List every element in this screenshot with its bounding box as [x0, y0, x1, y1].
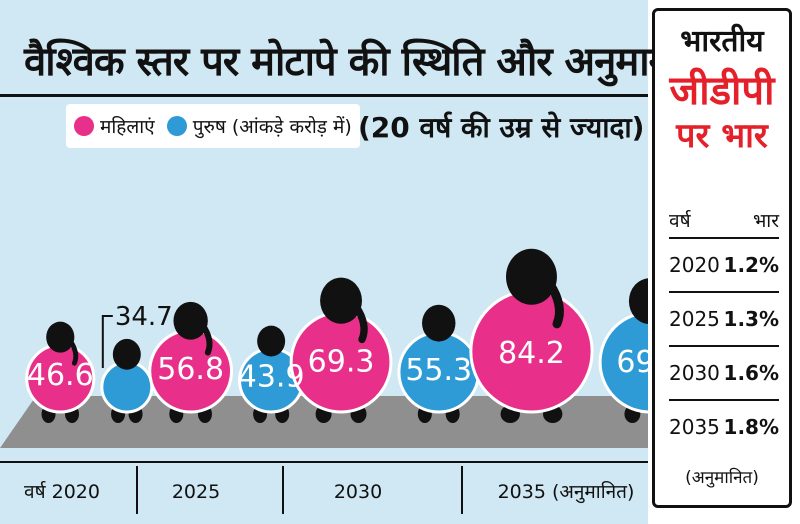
data-label: 34.7 [115, 302, 173, 332]
hair-tail [352, 302, 368, 344]
gdp-row-year: 2030 [669, 361, 720, 385]
label-leader [101, 315, 113, 369]
gdp-footnote: (अनुमानित) [685, 468, 759, 488]
gdp-row-2035: 2035 1.8% [669, 399, 779, 453]
data-label: 84.2 [498, 336, 565, 371]
head [173, 301, 208, 340]
head [46, 321, 75, 353]
gdp-title-line2: जीडीपी [669, 68, 775, 114]
man-figure [397, 304, 481, 423]
gdp-burden-panel: भारतीय जीडीपी पर भार वर्ष भार 2020 1.2% … [652, 8, 792, 508]
gdp-table-header: वर्ष भार [669, 207, 779, 233]
category-label: 2030 [334, 481, 382, 503]
man-figure [598, 278, 648, 423]
head [320, 277, 362, 324]
data-label: 69.3 [308, 345, 375, 380]
data-label: 56.8 [157, 352, 224, 387]
woman-figure [469, 248, 594, 423]
woman-figure [25, 321, 96, 423]
gdp-title-line1: भारतीय [680, 24, 764, 59]
gdp-row-2025: 2025 1.3% [669, 291, 779, 345]
hair-tail [544, 278, 564, 329]
obesity-chart: 46.6 34.7 वर्ष 2020 56.8 43.9 2025 69.3 55.3 203… [0, 248, 648, 514]
gdp-row-2020: 2020 1.2% [669, 237, 779, 291]
women-legend-dot [74, 116, 94, 136]
data-label: 69.0 [616, 345, 648, 380]
gdp-row-year: 2020 [669, 253, 720, 277]
woman-figure [148, 301, 234, 423]
age-note: (20 वर्ष की उम्र से ज्यादा) [358, 111, 645, 144]
hair-tail [199, 322, 213, 356]
men-legend-dot [166, 116, 187, 136]
gdp-row-2030: 2030 1.6% [669, 345, 779, 399]
head [112, 338, 141, 370]
data-label: 55.3 [405, 353, 472, 388]
gdp-title-line3: पर भार [676, 116, 768, 156]
women-legend-label: महिलाएं [100, 116, 155, 138]
category-label: 2035 (अनुमानित) [498, 480, 635, 504]
man-figure [100, 338, 154, 423]
chart-title: वैश्विक स्तर पर मोटापे की स्थिति और अनुम… [24, 39, 671, 85]
men-legend-label: पुरुष (आंकड़े करोड़ में) [192, 116, 352, 138]
head [257, 325, 286, 357]
gdp-row-burden: 1.2% [723, 253, 779, 277]
legend: महिलाएं पुरुष (आंकड़े करोड़ में) [66, 104, 360, 148]
gdp-row-year: 2025 [669, 307, 720, 331]
head [506, 248, 557, 305]
hair-tail [67, 338, 79, 366]
head [628, 278, 648, 325]
category-label: वर्ष 2020 [24, 480, 100, 503]
man-body [598, 311, 648, 414]
man-figure [238, 325, 305, 423]
title-rule [0, 94, 648, 97]
data-label: 46.6 [27, 358, 94, 393]
labels-layer: 46.6 34.7 वर्ष 2020 56.8 43.9 2025 69.3 55.3 203… [24, 302, 648, 514]
col-burden-header: भार [752, 210, 779, 232]
category-label: 2025 [172, 481, 220, 503]
gdp-row-burden: 1.8% [723, 415, 779, 439]
figures-layer [25, 248, 648, 423]
col-year-header: वर्ष [669, 210, 691, 232]
chart-panel: वैश्विक स्तर पर मोटापे की स्थिति और अनुम… [0, 0, 671, 524]
gdp-row-year: 2035 [669, 415, 720, 439]
head [422, 304, 456, 342]
woman-figure [289, 277, 393, 423]
gdp-row-burden: 1.6% [723, 361, 779, 385]
data-label: 43.9 [238, 360, 305, 395]
gdp-row-burden: 1.3% [723, 307, 779, 331]
